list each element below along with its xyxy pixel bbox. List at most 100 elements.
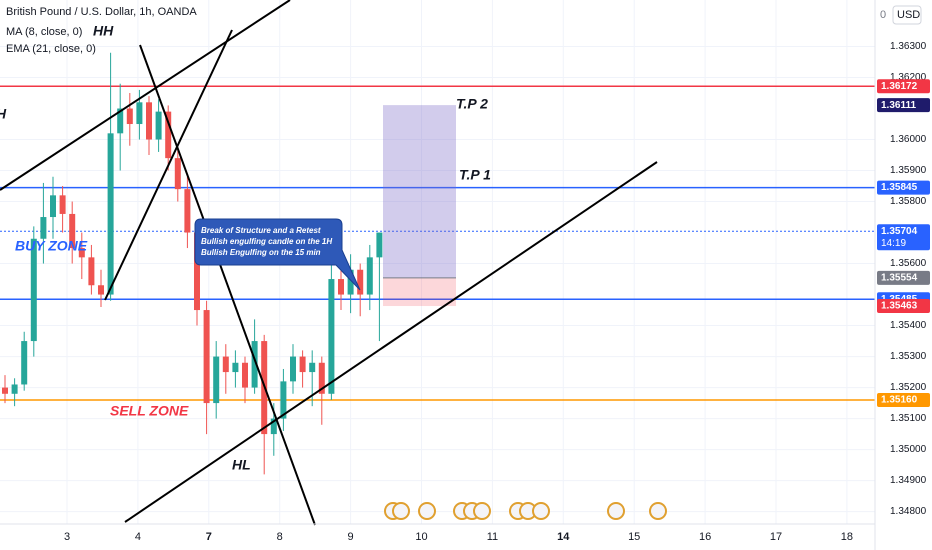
x-tick-label: 9 xyxy=(348,531,354,543)
candle-body xyxy=(222,356,229,373)
event-icons xyxy=(384,502,667,520)
candle-body xyxy=(126,108,133,125)
candle-body xyxy=(78,248,85,258)
y-tick-label: 1.36000 xyxy=(890,134,927,145)
candle-body xyxy=(280,381,287,419)
x-tick-label: 7 xyxy=(206,531,212,543)
price-label-box xyxy=(877,392,930,407)
candle-body xyxy=(376,232,383,258)
candle-body xyxy=(357,269,364,295)
candle-body xyxy=(309,362,316,373)
candle-body xyxy=(50,195,56,218)
price-label: 1.35845 xyxy=(881,182,918,193)
x-tick-label: 18 xyxy=(841,531,853,543)
candle-body xyxy=(232,362,239,373)
candle-body xyxy=(30,238,37,342)
price-label-box xyxy=(877,299,930,314)
annotation: H xyxy=(0,106,7,122)
currency-button[interactable] xyxy=(892,5,922,25)
annotation: T.P 2 xyxy=(456,96,488,112)
indicator-label: EMA (21, close, 0) xyxy=(6,43,96,55)
candle-body xyxy=(242,362,248,388)
event-icon xyxy=(418,502,436,520)
y-tick-label: 1.36200 xyxy=(890,72,927,83)
y-tick-label: 1.36300 xyxy=(890,41,927,52)
candle-body xyxy=(366,257,373,295)
y-tick-label: 1.35100 xyxy=(890,413,927,424)
y-tick-label: 1.35000 xyxy=(890,444,927,455)
candle-body xyxy=(194,232,200,311)
event-icon xyxy=(473,502,491,520)
candle-body xyxy=(69,213,76,249)
trend-line xyxy=(104,29,233,301)
price-label-box xyxy=(877,79,930,94)
price-label-box xyxy=(877,180,930,195)
price-label: 1.36111 xyxy=(881,100,916,111)
x-tick-label: 14 xyxy=(557,531,570,543)
y-tick-label: 1.35900 xyxy=(890,165,927,176)
trend-line xyxy=(124,161,658,523)
event-icon xyxy=(649,502,667,520)
callout: Break of Structure and a Retest Bullish … xyxy=(194,218,361,291)
x-tick-label: 3 xyxy=(64,531,70,543)
y-tick-label: 1.35600 xyxy=(890,258,927,269)
event-icon xyxy=(532,502,550,520)
chart-title: British Pound / U.S. Dollar, 1h, OANDA xyxy=(6,6,197,18)
candle-body xyxy=(165,111,172,159)
indicator-label: MA (8, close, 0) xyxy=(6,26,82,38)
candle-body xyxy=(251,341,258,388)
candle-body xyxy=(299,356,306,373)
candle-body xyxy=(146,102,152,140)
candle-body xyxy=(203,310,210,404)
price-label: 1.36172 xyxy=(881,81,918,92)
candle-body xyxy=(290,356,296,382)
candle-body xyxy=(174,158,181,190)
y-tick-label: 1.34900 xyxy=(890,475,927,486)
callout-box xyxy=(194,218,361,291)
callout-text: Break of Structure and a Retest xyxy=(201,226,321,235)
candle-body xyxy=(117,108,124,134)
annotation: BUY ZONE xyxy=(15,238,88,254)
currency[interactable]: USD xyxy=(897,9,920,21)
y-tick-label: 1.35800 xyxy=(890,196,927,207)
levels xyxy=(0,85,875,401)
y-tick-label: 1.34800 xyxy=(890,506,927,517)
x-tick-label: 11 xyxy=(487,531,498,543)
trend-line xyxy=(139,44,316,526)
candle-body xyxy=(347,269,354,295)
price-label-box xyxy=(877,98,930,113)
y-tick-label: 1.35200 xyxy=(890,382,927,393)
candle-body xyxy=(338,279,344,295)
callout-text: Bullish Engulfing on the 15 min xyxy=(201,248,321,257)
y-tick-label: 1.35400 xyxy=(890,320,927,331)
candle-body xyxy=(88,257,95,286)
candle-body xyxy=(2,387,8,394)
annotation: HL xyxy=(232,457,251,473)
price-label-box xyxy=(877,224,930,251)
x-tick-label: 16 xyxy=(699,531,711,543)
x-tick-label: 4 xyxy=(135,531,141,543)
price-label: 1.35463 xyxy=(881,301,918,312)
x-tick-label: 10 xyxy=(415,531,427,543)
position-boxes xyxy=(383,105,456,307)
countdown: 14:19 xyxy=(881,238,906,249)
candle-body xyxy=(59,195,66,214)
candle-body xyxy=(107,133,114,295)
candle-body xyxy=(98,285,104,295)
annotation: T.P 1 xyxy=(459,167,491,183)
event-icon xyxy=(607,502,625,520)
y-tick-label: 1.35300 xyxy=(890,351,927,362)
x-tick-label: 17 xyxy=(770,531,782,543)
settings[interactable]: 0 xyxy=(880,9,886,21)
candle-body xyxy=(270,418,277,435)
trend-line xyxy=(0,0,291,191)
stop-box xyxy=(383,277,456,307)
annotation: SELL ZONE xyxy=(110,403,189,419)
trend-lines xyxy=(0,0,658,526)
x-tick-label: 15 xyxy=(628,531,640,543)
price-label: 1.35160 xyxy=(881,395,918,406)
candle-body xyxy=(155,111,162,140)
candle-body xyxy=(40,217,47,239)
